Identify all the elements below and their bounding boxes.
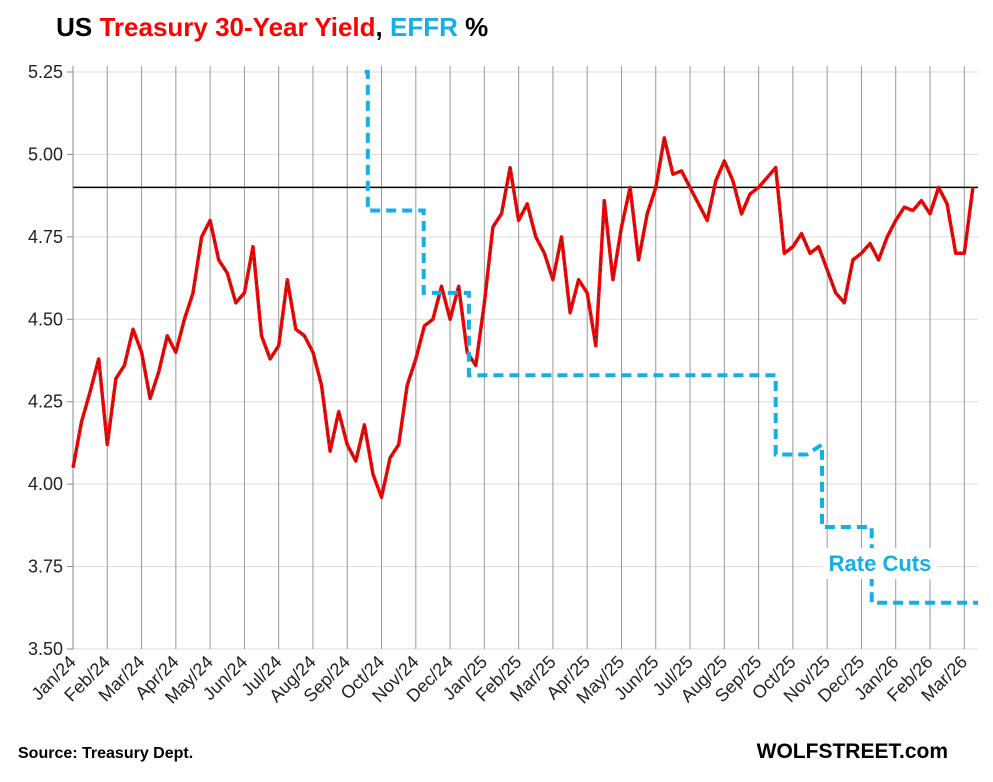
y-tick-label: 4.25 [28,392,63,412]
title-series: EFFR [390,12,458,42]
chart-title: US Treasury 30-Year Yield, EFFR % [20,12,510,42]
title-part: % [458,12,488,42]
title-series: Treasury 30-Year Yield [99,12,375,42]
y-tick-label: 3.75 [28,557,63,577]
title-part: US [56,12,99,42]
y-tick-label: 3.50 [28,639,63,659]
source: Source: Treasury Dept. [18,745,193,762]
y-tick-label: 4.00 [28,474,63,494]
title-part: , [376,12,390,42]
yield-line [71,136,975,500]
y-tick-label: 4.75 [28,227,63,247]
effr-line [364,70,978,605]
y-tick-label: 4.50 [28,309,63,329]
y-tick-label: 5.25 [28,62,63,82]
annotation: Rate Cuts [829,551,932,576]
annotation-bg [822,548,938,579]
y-tick-label: 5.00 [28,144,63,164]
watermark: WOLFSTREET.com [757,740,948,763]
